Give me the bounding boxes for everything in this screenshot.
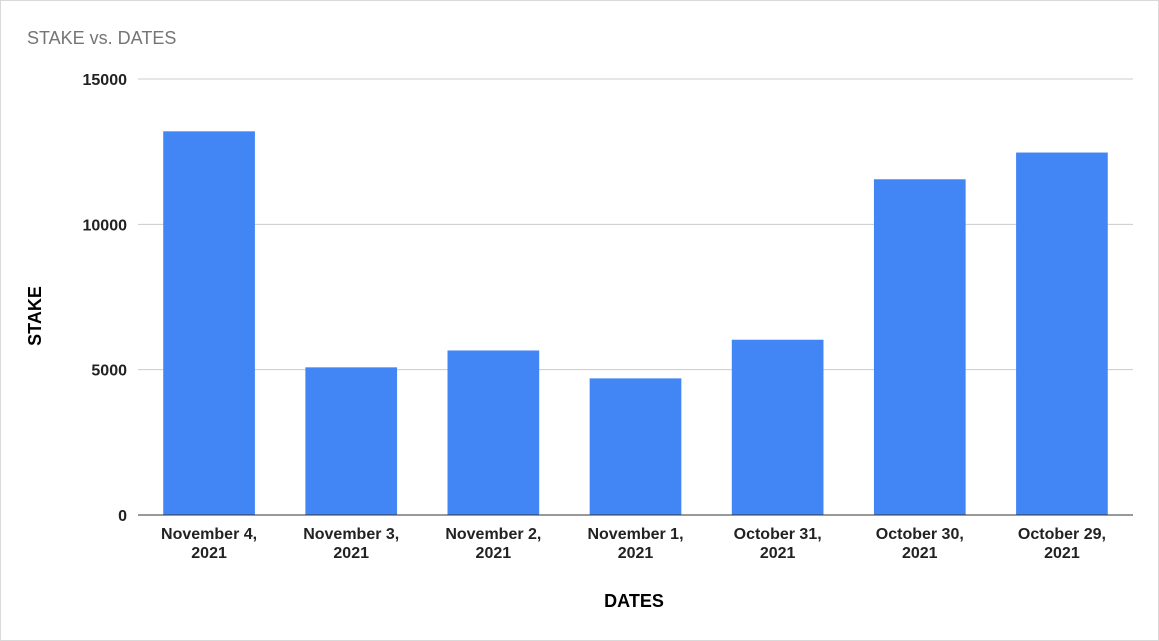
bar xyxy=(731,339,824,515)
x-tick-label: November 4, 2021 xyxy=(161,526,257,562)
x-tick-label: November 3, 2021 xyxy=(303,526,399,562)
gridlines xyxy=(138,78,1133,371)
x-axis-ticks: November 4, 2021 November 3, 2021 November 2… xyxy=(161,526,1106,562)
y-axis-ticks: 0 5000 10000 15000 xyxy=(83,72,128,525)
y-axis-title: STAKE xyxy=(25,286,45,346)
bar xyxy=(873,179,966,515)
y-tick-label: 10000 xyxy=(83,217,128,234)
x-axis-title: DATES xyxy=(604,591,664,611)
chart-title: STAKE vs. DATES xyxy=(27,28,177,48)
x-tick-label: October 29, 2021 xyxy=(1018,526,1106,562)
x-tick-label: October 30, 2021 xyxy=(876,526,964,562)
y-tick-label: 15000 xyxy=(83,72,128,89)
x-tick-label: November 2, 2021 xyxy=(445,526,541,562)
y-tick-label: 0 xyxy=(118,508,127,525)
bar xyxy=(447,350,540,515)
bars xyxy=(138,131,1133,516)
x-tick-label: October 31, 2021 xyxy=(734,526,822,562)
bar xyxy=(589,378,682,515)
bar xyxy=(305,367,398,515)
bar xyxy=(163,131,255,515)
bar xyxy=(1016,152,1108,515)
y-tick-label: 5000 xyxy=(91,363,127,380)
x-tick-label: November 1, 2021 xyxy=(587,526,683,562)
